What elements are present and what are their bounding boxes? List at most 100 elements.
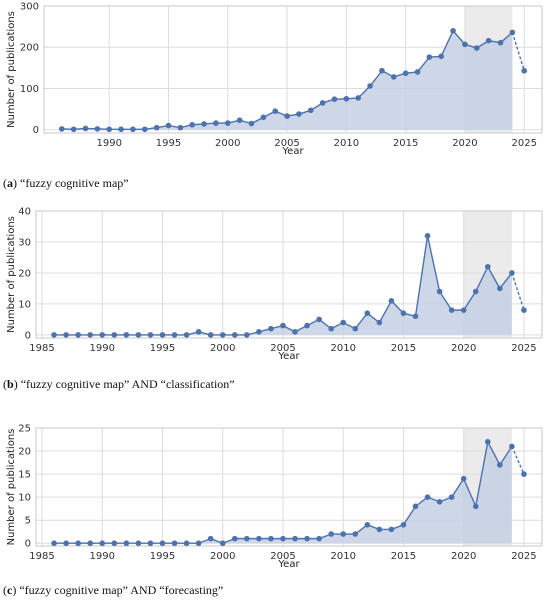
y-axis-label: Number of publications [6, 429, 17, 546]
data-point [231, 332, 238, 338]
x-tick-label: 2015 [391, 343, 416, 354]
x-tick-label: 1985 [29, 343, 54, 354]
data-point [364, 310, 371, 317]
data-point [244, 535, 250, 542]
chart-panel-b: 0 10 20 30 40 1985 1990 1995 2000 2005 2010 2015 202… [6, 207, 543, 362]
x-tick-label: 1990 [90, 551, 115, 562]
data-point [189, 121, 196, 128]
data-point [355, 95, 362, 101]
data-point [426, 54, 433, 60]
series-area [54, 235, 512, 335]
data-point [450, 27, 456, 34]
data-point [183, 332, 190, 338]
data-point [123, 332, 130, 338]
data-point [412, 503, 419, 510]
x-tick-label: 2015 [391, 551, 416, 562]
data-point [436, 288, 443, 295]
data-point [343, 95, 350, 102]
data-point [87, 540, 94, 547]
x-tick-label: 2005 [274, 138, 299, 149]
data-point [213, 120, 219, 126]
data-point [484, 263, 491, 270]
data-point [75, 540, 81, 547]
data-point [280, 322, 286, 329]
data-point [497, 285, 503, 292]
x-tick-label: 2020 [451, 343, 476, 354]
x-tick-label: 2005 [270, 551, 295, 562]
y-tick-label: 20 [18, 268, 31, 279]
data-point [153, 124, 160, 131]
data-point [424, 494, 431, 500]
data-point [236, 117, 243, 124]
data-point [296, 111, 302, 117]
plot-frame [35, 427, 543, 547]
x-tick-label: 1990 [90, 343, 115, 354]
data-point [414, 69, 421, 75]
x-tick-label: 2010 [330, 551, 355, 562]
data-point [280, 535, 286, 542]
data-point [497, 39, 504, 46]
data-point [509, 29, 516, 36]
data-point [51, 332, 57, 338]
data-point [159, 540, 166, 547]
y-tick-label: 5 [25, 516, 31, 527]
data-point [292, 329, 298, 335]
data-point [183, 540, 190, 547]
data-point [82, 125, 89, 132]
data-point [165, 122, 172, 129]
data-point [123, 540, 130, 547]
data-point [448, 494, 455, 500]
data-point [436, 498, 443, 505]
x-axis-label: Year [281, 146, 304, 157]
data-point [328, 325, 334, 332]
x-tick-label: 1995 [156, 138, 181, 149]
data-point [497, 462, 503, 468]
data-point [248, 120, 255, 127]
data-point [376, 319, 383, 326]
data-point [460, 475, 467, 482]
data-point [509, 443, 515, 450]
data-point [219, 332, 226, 338]
data-point [207, 535, 214, 542]
data-point [159, 332, 166, 338]
y-tick-label: 300 [20, 2, 39, 13]
data-point [94, 126, 101, 132]
data-point [272, 108, 279, 114]
x-axis-label: Year [277, 351, 300, 362]
data-point [224, 120, 231, 126]
data-point [51, 540, 57, 547]
y-axis-label: Number of publications [6, 216, 17, 333]
data-point [87, 332, 94, 338]
data-point [400, 310, 407, 317]
y-tick-label: 200 [20, 43, 39, 54]
data-point [485, 37, 492, 44]
data-point [99, 332, 106, 338]
data-point [195, 329, 202, 335]
data-point [340, 319, 347, 326]
data-point [472, 288, 479, 295]
data-point [307, 107, 314, 114]
data-point [171, 332, 178, 338]
x-tick-label: 2025 [511, 551, 536, 562]
data-point [231, 535, 238, 542]
series-projection-line [511, 32, 525, 71]
data-point [70, 126, 77, 133]
x-tick-label: 2010 [334, 138, 359, 149]
y-tick-label: 15 [18, 470, 31, 481]
data-point [256, 329, 262, 335]
data-point [388, 298, 395, 304]
x-tick-label: 2020 [452, 138, 477, 149]
data-point [118, 126, 124, 133]
x-tick-label: 2015 [393, 138, 418, 149]
x-axis-label: Year [277, 559, 300, 570]
y-tick-label: 20 [18, 447, 31, 458]
series-area [61, 30, 513, 130]
data-point [364, 521, 371, 528]
data-point [304, 322, 310, 329]
data-point [63, 332, 69, 338]
data-point [141, 126, 148, 133]
y-tick-label: 10 [18, 493, 31, 504]
x-tick-label: 2000 [215, 138, 240, 149]
data-point [256, 535, 262, 542]
